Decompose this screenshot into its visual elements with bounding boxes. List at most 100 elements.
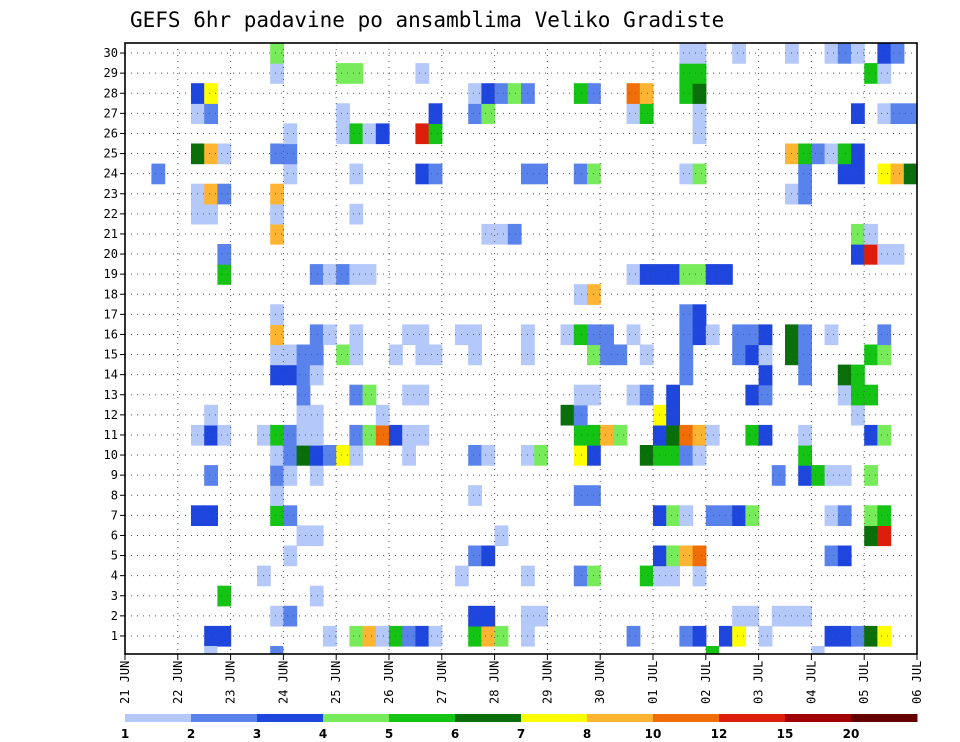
colorbar-label: 4: [319, 727, 327, 741]
precip-cell: [283, 424, 298, 446]
y-tick-label: 14: [104, 368, 118, 382]
precip-cell: [573, 404, 588, 426]
precip-cell: [349, 203, 364, 225]
precip-cell: [679, 424, 694, 446]
precip-cell: [415, 424, 430, 446]
precip-cell: [837, 465, 852, 486]
precip-cell: [745, 605, 760, 627]
colorbar-swatch: [389, 714, 456, 722]
precip-cell: [494, 223, 509, 245]
precip-cell: [204, 103, 218, 124]
precip-cell: [309, 465, 324, 486]
colorbar-label: 10: [645, 727, 662, 741]
precip-cell: [204, 424, 218, 446]
precip-cell: [468, 605, 482, 627]
precip-cell: [336, 123, 350, 145]
precip-cell: [798, 344, 812, 366]
precip-cell: [745, 384, 760, 406]
precip-cell: [573, 284, 588, 305]
precip-cell: [692, 445, 707, 466]
y-tick-label: 23: [104, 187, 118, 201]
precip-cell: [309, 344, 324, 366]
precip-cell: [217, 244, 232, 265]
precip-cell: [204, 404, 218, 426]
precip-cell: [692, 304, 707, 325]
precip-cell: [639, 264, 654, 285]
precip-cell: [573, 163, 588, 185]
precip-cell: [283, 545, 298, 567]
precip-cell: [600, 344, 614, 366]
colorbar-swatch: [785, 714, 852, 722]
precip-cell: [349, 163, 364, 185]
precip-cell: [270, 364, 284, 386]
precip-cell: [864, 625, 878, 647]
x-tick-label: 24 JUN: [276, 661, 290, 704]
precip-cell: [362, 424, 377, 446]
y-tick-label: 27: [104, 106, 118, 120]
precip-cell: [692, 545, 707, 567]
precip-cell: [679, 324, 694, 346]
precip-cell: [626, 83, 641, 104]
precip-cell: [758, 364, 773, 386]
y-tick-label: 21: [104, 227, 118, 241]
precip-cell: [375, 404, 390, 426]
precip-cell: [626, 103, 641, 124]
precip-cell: [573, 445, 588, 466]
precip-cell: [666, 404, 680, 426]
precip-cell: [679, 83, 694, 104]
precip-cell: [837, 163, 852, 185]
precip-cell: [336, 63, 350, 84]
precip-cell: [890, 163, 905, 185]
y-tick-label: 16: [104, 327, 118, 341]
precip-cell: [573, 424, 588, 446]
precip-cell: [692, 123, 707, 145]
y-tick-label: 7: [111, 508, 118, 522]
precip-cell: [296, 344, 311, 366]
precip-cell: [679, 364, 694, 386]
precip-cell: [824, 505, 839, 526]
precip-cell: [270, 63, 284, 84]
precip-cell: [349, 384, 364, 406]
precip-cell: [204, 203, 218, 225]
precip-cell: [270, 43, 284, 64]
precip-cell: [204, 465, 218, 486]
precip-cell: [745, 324, 760, 346]
precip-cell: [283, 445, 298, 466]
x-tick-label: 04 JUL: [804, 661, 818, 704]
chart-title: GEFS 6hr padavine po ansamblima Veliko G…: [130, 8, 724, 32]
colorbar-label: 15: [777, 727, 794, 741]
colorbar-swatch: [521, 714, 588, 722]
precip-cell: [349, 123, 364, 145]
y-tick-label: 19: [104, 267, 118, 281]
precip-cell: [415, 324, 430, 346]
precip-cell: [679, 625, 694, 647]
precip-cell: [204, 83, 218, 104]
colorbar-swatch: [323, 714, 390, 722]
colorbar-swatch: [191, 714, 258, 722]
precip-cell: [705, 646, 719, 654]
precip-cell: [798, 143, 812, 165]
colorbar-label: 20: [843, 727, 860, 741]
precip-cell: [877, 63, 892, 84]
precip-cell: [626, 264, 641, 285]
colorbar-label: 5: [385, 727, 393, 741]
x-tick-label: 21 JUN: [118, 661, 132, 704]
precip-cell: [639, 83, 654, 104]
y-tick-label: 9: [111, 468, 118, 482]
precip-cell: [811, 465, 826, 486]
precip-cell: [837, 43, 852, 64]
precip-cell: [283, 505, 298, 526]
precip-cell: [283, 143, 298, 165]
precip-cell: [468, 83, 482, 104]
precip-cell: [745, 505, 760, 526]
x-tick-label: 22 JUN: [171, 661, 185, 704]
precip-cell: [283, 605, 298, 627]
precip-cell: [270, 424, 284, 446]
precip-cell: [204, 183, 218, 205]
precip-cell: [296, 364, 311, 386]
precip-cell: [270, 646, 284, 654]
precip-cell: [204, 625, 218, 647]
precip-cell: [824, 465, 839, 486]
x-tick-label: 29 JUN: [540, 661, 554, 704]
precip-cell: [679, 445, 694, 466]
